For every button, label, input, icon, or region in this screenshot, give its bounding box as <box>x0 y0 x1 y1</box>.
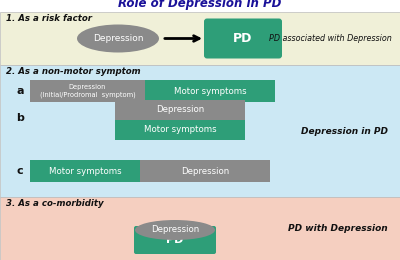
Text: Motor symptoms: Motor symptoms <box>49 166 121 176</box>
Text: Depression: Depression <box>93 34 143 43</box>
Text: PD associated with Depression: PD associated with Depression <box>269 34 392 43</box>
Text: a: a <box>16 86 24 96</box>
Text: Depression
(Initial/Prodromal  symptom): Depression (Initial/Prodromal symptom) <box>40 84 135 98</box>
FancyBboxPatch shape <box>30 80 145 102</box>
Text: PD with Depression: PD with Depression <box>288 224 388 233</box>
Text: Motor symptoms: Motor symptoms <box>144 126 216 134</box>
Text: Depression in PD: Depression in PD <box>301 127 388 135</box>
Text: PD: PD <box>233 32 253 45</box>
Text: 1. As a risk factor: 1. As a risk factor <box>6 14 92 23</box>
Text: Depression: Depression <box>151 225 199 235</box>
Ellipse shape <box>135 220 215 240</box>
Text: 3. As a co-morbidity: 3. As a co-morbidity <box>6 199 104 208</box>
Text: Motor symptoms: Motor symptoms <box>174 87 246 95</box>
Bar <box>0 197 400 260</box>
Text: b: b <box>16 113 24 123</box>
Bar <box>0 65 400 197</box>
FancyBboxPatch shape <box>115 100 245 120</box>
Text: Depression: Depression <box>181 166 229 176</box>
Text: PD: PD <box>166 235 184 245</box>
FancyBboxPatch shape <box>145 80 275 102</box>
FancyBboxPatch shape <box>30 160 140 182</box>
FancyBboxPatch shape <box>115 120 245 140</box>
Ellipse shape <box>77 24 159 53</box>
Text: Depression: Depression <box>156 106 204 114</box>
FancyBboxPatch shape <box>204 18 282 58</box>
Text: Role of Depression in PD: Role of Depression in PD <box>118 0 282 10</box>
Text: c: c <box>17 166 23 176</box>
Bar <box>0 12 400 65</box>
Text: 2. As a non-motor symptom: 2. As a non-motor symptom <box>6 67 141 76</box>
FancyBboxPatch shape <box>134 226 216 254</box>
FancyBboxPatch shape <box>140 160 270 182</box>
